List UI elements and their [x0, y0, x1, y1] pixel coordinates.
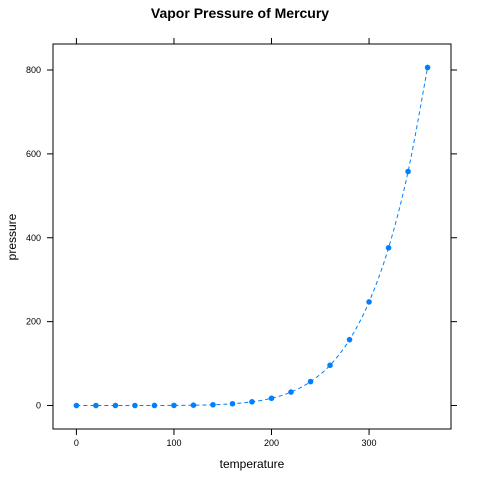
- data-point-20: [93, 402, 99, 409]
- data-point-200: [268, 395, 275, 402]
- y-tick-label-0: 0: [36, 401, 41, 411]
- data-point-260: [327, 362, 333, 369]
- chart-title: Vapor Pressure of Mercury: [151, 5, 329, 21]
- data-point-120: [190, 402, 197, 408]
- data-point-220: [288, 389, 294, 395]
- data-point-100: [171, 402, 177, 409]
- y-tick-label-400: 400: [26, 233, 41, 243]
- data-point-360: [424, 64, 431, 71]
- data-point-60: [132, 402, 138, 409]
- x-axis-label: temperature: [220, 457, 285, 471]
- data-point-140: [210, 401, 216, 408]
- data-point-0: [73, 402, 80, 409]
- data-point-240: [307, 378, 314, 385]
- x-tick-label-100: 100: [166, 438, 181, 448]
- x-tick-label-0: 0: [74, 438, 79, 448]
- data-point-80: [151, 402, 158, 409]
- data-point-280: [346, 336, 353, 343]
- data-point-160: [229, 400, 236, 407]
- x-tick-label-300: 300: [362, 438, 377, 448]
- y-tick-label-600: 600: [26, 149, 41, 159]
- x-tick-label-200: 200: [264, 438, 279, 448]
- data-point-340: [405, 168, 411, 175]
- data-point-300: [366, 299, 372, 305]
- series-layer: [73, 64, 431, 409]
- y-tick-label-800: 800: [26, 65, 41, 75]
- data-point-320: [385, 245, 392, 251]
- data-point-180: [249, 399, 255, 405]
- y-axis-label: pressure: [5, 213, 19, 260]
- data-point-40: [112, 402, 119, 409]
- axis-ticks: 0 100 200 300 0 200 400 600 800: [26, 38, 457, 448]
- series-line-0: [76, 67, 429, 407]
- plot-frame: [52, 43, 452, 430]
- y-tick-label-200: 200: [26, 317, 41, 327]
